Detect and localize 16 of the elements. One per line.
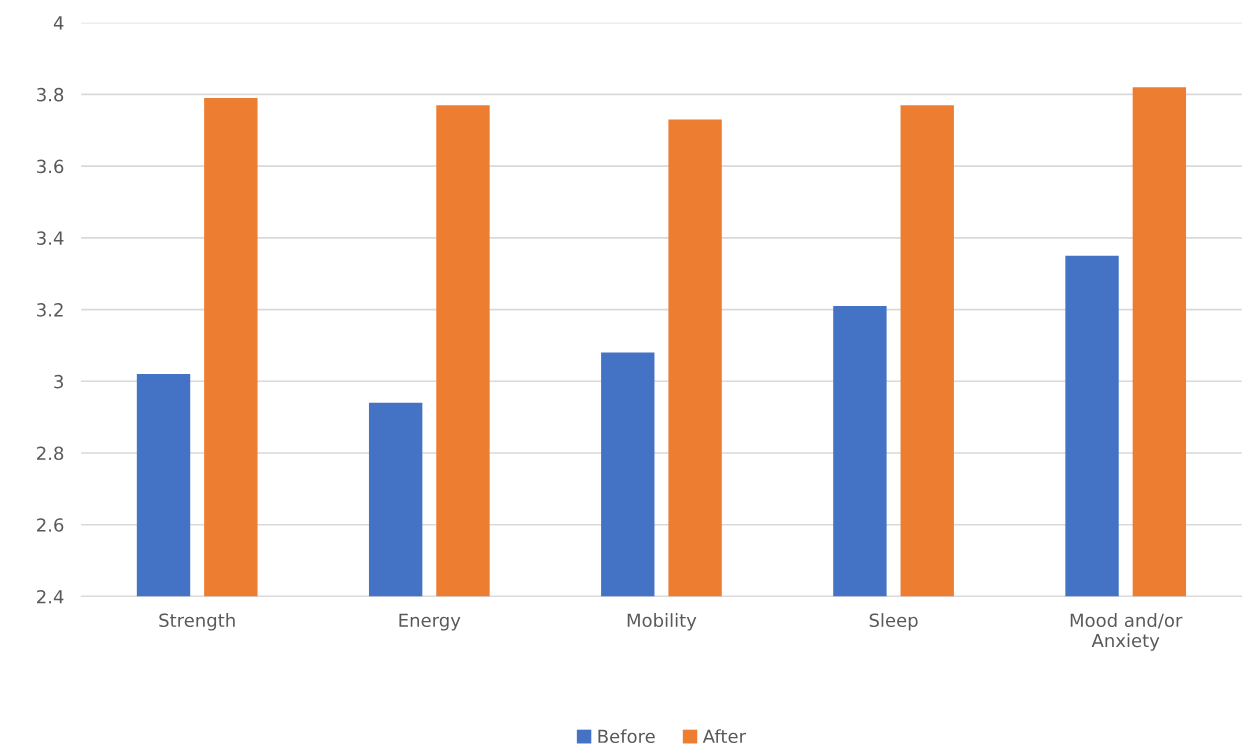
x-tick-label: Sleep [869, 613, 918, 631]
legend-label: After [702, 729, 747, 744]
y-tick-label: 2.6 [37, 518, 64, 532]
y-tick-label: 3.8 [37, 87, 64, 102]
y-tick-label: 3.2 [37, 303, 63, 317]
legend-label: Before [598, 729, 655, 744]
y-tick-label: 2.4 [37, 589, 64, 604]
y-tick-label: 2.8 [37, 446, 64, 461]
x-tick-label: Mobility [627, 613, 697, 631]
x-tick-label: Strength [159, 613, 235, 631]
x-tick-label: Energy [399, 613, 461, 631]
y-tick-label: 4 [53, 16, 64, 30]
y-tick-label: 3 [54, 374, 64, 389]
y-tick-label: 3.6 [37, 159, 64, 174]
x-tick-label: Mood and/or Anxiety [1070, 613, 1183, 651]
y-tick-label: 3.4 [37, 231, 64, 245]
